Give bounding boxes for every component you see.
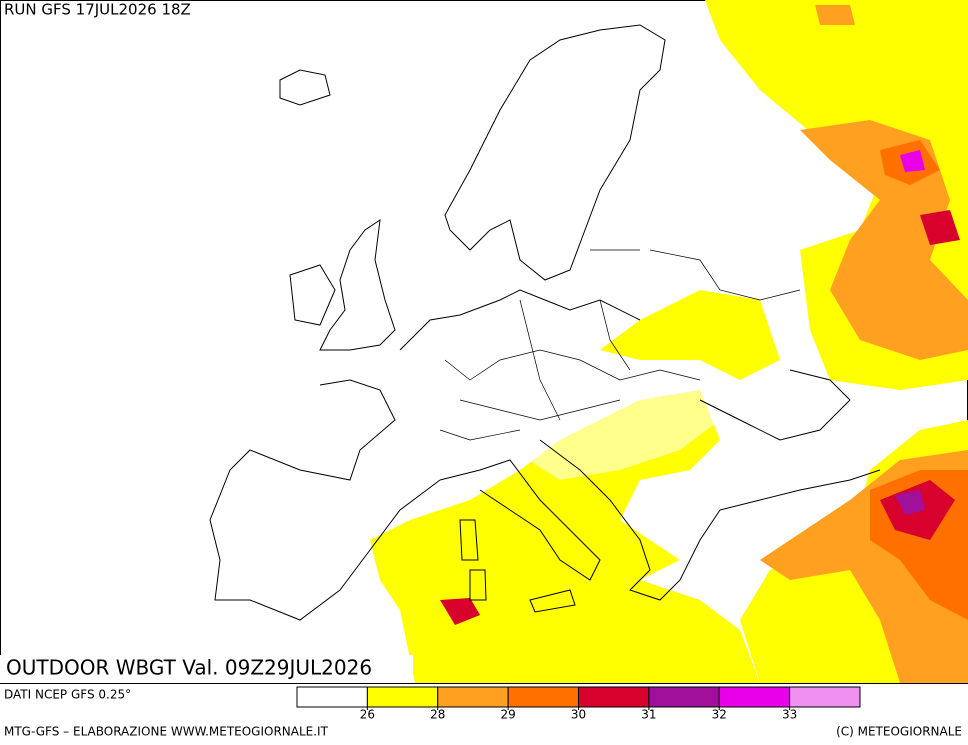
map-title: OUTDOOR WBGT Val. 09Z29JUL2026 <box>6 656 372 680</box>
title-box <box>0 655 413 683</box>
footer-left: MTG-GFS – ELABORAZIONE WWW.METEOGIORNALE… <box>4 725 329 739</box>
legend-tick-label: 30 <box>571 708 586 722</box>
legend-tick-label: 29 <box>500 708 515 722</box>
legend-tick-label: 33 <box>782 708 797 722</box>
legend-tick-label: 26 <box>360 708 375 722</box>
legend-tick-label: 31 <box>641 708 656 722</box>
legend-box <box>366 686 439 708</box>
legend-box <box>789 686 861 708</box>
run-label: RUN GFS 17JUL2026 18Z <box>4 1 191 19</box>
legend-box <box>437 686 509 708</box>
map: RUN GFS 17JUL2026 18Z OUTDOOR WBGT Val. … <box>0 0 968 684</box>
legend-box <box>296 686 368 708</box>
color-legend: 26 28 29 30 31 32 33 <box>296 686 861 722</box>
legend-box <box>718 686 791 708</box>
legend-box <box>578 686 650 708</box>
data-source: DATI NCEP GFS 0.25° <box>4 688 131 702</box>
wbgt-field <box>370 0 968 683</box>
legend-box <box>507 686 579 708</box>
legend-box <box>648 686 720 708</box>
footer-right: (C) METEOGIORNALE <box>836 725 962 739</box>
legend-tick-label: 28 <box>430 708 445 722</box>
coastlines <box>209 24 881 621</box>
legend-tick-label: 32 <box>712 708 727 722</box>
